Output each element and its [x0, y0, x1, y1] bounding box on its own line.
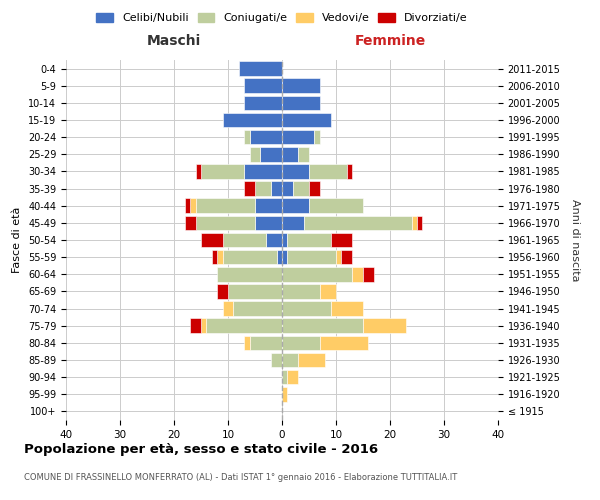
Bar	[341, 250, 352, 264]
Bar	[271, 182, 282, 196]
Bar	[282, 164, 309, 178]
Bar	[282, 130, 314, 144]
Legend: Celibi/Nubili, Coniugati/e, Vedovi/e, Divorziati/e: Celibi/Nubili, Coniugati/e, Vedovi/e, Di…	[92, 8, 472, 28]
Bar	[282, 78, 320, 93]
Bar	[331, 232, 352, 248]
Bar	[271, 352, 282, 368]
Bar	[282, 370, 287, 384]
Text: Maschi: Maschi	[147, 34, 201, 48]
Bar	[239, 62, 282, 76]
Bar	[217, 250, 223, 264]
Bar	[287, 370, 298, 384]
Bar	[282, 387, 287, 402]
Bar	[250, 336, 282, 350]
Bar	[190, 318, 201, 333]
Bar	[228, 284, 282, 298]
Bar	[185, 216, 196, 230]
Bar	[217, 267, 282, 281]
Text: Popolazione per età, sesso e stato civile - 2016: Popolazione per età, sesso e stato civil…	[24, 442, 378, 456]
Bar	[255, 216, 282, 230]
Bar	[282, 182, 293, 196]
Bar	[320, 336, 368, 350]
Bar	[309, 182, 320, 196]
Bar	[260, 147, 282, 162]
Bar	[282, 318, 363, 333]
Bar	[363, 318, 406, 333]
Bar	[282, 352, 298, 368]
Bar	[201, 232, 223, 248]
Bar	[298, 352, 325, 368]
Bar	[282, 302, 331, 316]
Bar	[196, 198, 255, 213]
Bar	[287, 232, 331, 248]
Bar	[201, 164, 244, 178]
Bar	[309, 198, 363, 213]
Bar	[282, 112, 331, 128]
Bar	[314, 130, 320, 144]
Bar	[417, 216, 422, 230]
Bar	[282, 267, 352, 281]
Bar	[331, 302, 363, 316]
Bar	[352, 267, 363, 281]
Bar	[282, 284, 320, 298]
Bar	[282, 198, 309, 213]
Bar	[244, 164, 282, 178]
Bar	[304, 216, 412, 230]
Bar	[255, 182, 271, 196]
Bar	[223, 232, 266, 248]
Bar	[190, 198, 196, 213]
Bar	[298, 147, 309, 162]
Y-axis label: Anni di nascita: Anni di nascita	[570, 198, 580, 281]
Bar	[282, 250, 287, 264]
Bar	[196, 164, 201, 178]
Bar	[282, 96, 320, 110]
Bar	[244, 96, 282, 110]
Bar	[336, 250, 341, 264]
Bar	[266, 232, 282, 248]
Bar	[223, 112, 282, 128]
Bar	[233, 302, 282, 316]
Bar	[363, 267, 374, 281]
Bar	[282, 232, 287, 248]
Bar	[244, 182, 255, 196]
Bar	[223, 302, 233, 316]
Bar	[217, 284, 228, 298]
Bar	[320, 284, 336, 298]
Bar	[244, 336, 250, 350]
Bar	[293, 182, 309, 196]
Bar	[250, 147, 260, 162]
Bar	[347, 164, 352, 178]
Bar	[287, 250, 336, 264]
Bar	[282, 216, 304, 230]
Bar	[223, 250, 277, 264]
Bar	[255, 198, 282, 213]
Bar	[244, 78, 282, 93]
Bar	[196, 216, 255, 230]
Text: Femmine: Femmine	[355, 34, 425, 48]
Bar	[185, 198, 190, 213]
Bar	[250, 130, 282, 144]
Y-axis label: Fasce di età: Fasce di età	[13, 207, 22, 273]
Bar	[206, 318, 282, 333]
Bar	[282, 336, 320, 350]
Bar	[282, 147, 298, 162]
Bar	[201, 318, 206, 333]
Text: COMUNE DI FRASSINELLO MONFERRATO (AL) - Dati ISTAT 1° gennaio 2016 - Elaborazion: COMUNE DI FRASSINELLO MONFERRATO (AL) - …	[24, 473, 457, 482]
Bar	[412, 216, 417, 230]
Bar	[277, 250, 282, 264]
Bar	[212, 250, 217, 264]
Bar	[244, 130, 250, 144]
Bar	[309, 164, 347, 178]
